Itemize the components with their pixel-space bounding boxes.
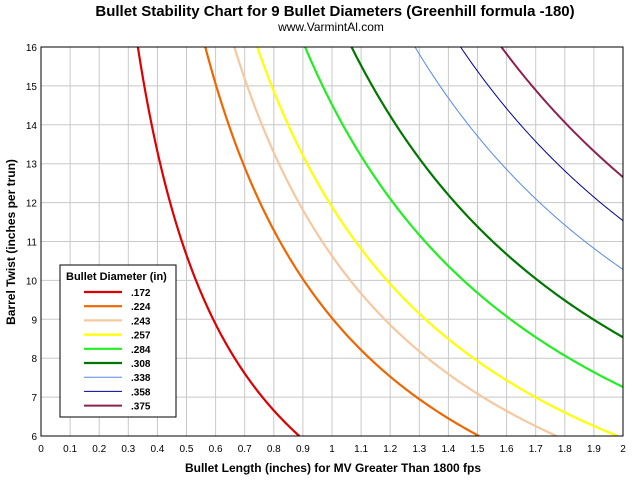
x-tick-label: 1.8 [558, 444, 572, 455]
series-line-308 [350, 47, 623, 339]
x-tick-label: 0.5 [180, 444, 194, 455]
y-tick-label: 12 [26, 199, 38, 210]
x-tick-label: 0.7 [238, 444, 252, 455]
plot-frame [40, 46, 624, 437]
x-tick-label: 1.1 [354, 444, 368, 455]
legend-label: .308 [131, 359, 151, 370]
x-tick-label: 1.5 [471, 444, 485, 455]
legend-label: .375 [131, 402, 151, 413]
legend-label: .172 [131, 288, 151, 299]
x-tick-label: 0.2 [92, 444, 106, 455]
x-tick-label: 1 [329, 444, 335, 455]
y-tick-label: 6 [31, 432, 37, 443]
x-tick-label: 2 [620, 444, 626, 455]
series-line-338 [414, 47, 623, 270]
legend-title: Bullet Diameter (in) [66, 271, 167, 283]
y-tick-label: 7 [31, 393, 37, 404]
legend: Bullet Diameter (in) .172 .224 .243 .257 .28… [59, 264, 177, 418]
grid [41, 47, 623, 436]
y-tick-label: 10 [26, 276, 38, 287]
chart-subtitle: www.VarmintAl.com [277, 20, 384, 34]
y-tick-label: 11 [27, 238, 38, 249]
legend-label: .243 [131, 316, 151, 327]
series-line-172 [136, 47, 301, 436]
x-tick-label: 1.3 [412, 444, 426, 455]
legend-label: .224 [131, 302, 151, 313]
x-tick-label: 1.6 [500, 444, 514, 455]
legend-label: .257 [131, 331, 151, 342]
x-tick-label: 1.7 [529, 444, 543, 455]
y-tick-label: 15 [26, 82, 38, 93]
x-tick-label: 1.9 [587, 444, 601, 455]
x-tick-label: 0.1 [63, 444, 77, 455]
x-tick-label: 1.4 [441, 444, 455, 455]
x-axis-title: Bullet Length (inches) for MV Greater Th… [185, 461, 481, 475]
x-tick-labels: 0 0.1 0.2 0.3 0.4 0.5 0.6 0.7 0.8 0.9 1 1.1 1.2 1.3 1.… [38, 444, 626, 455]
y-tick-label: 8 [31, 354, 37, 365]
series-line-358 [460, 47, 623, 222]
y-tick-label: 9 [31, 315, 37, 326]
x-tick-label: 0 [38, 444, 44, 455]
series-line-257 [256, 47, 619, 436]
chart-title: Bullet Stability Chart for 9 Bullet Diam… [95, 3, 574, 20]
y-tick-labels: 6 7 8 9 10 11 12 13 14 15 16 [26, 43, 38, 443]
y-axis-title: Barrel Twist (inches per trun) [4, 159, 18, 325]
legend-label: .338 [131, 373, 151, 384]
series-line-375 [500, 47, 623, 178]
y-tick-label: 16 [26, 43, 38, 54]
x-tick-label: 0.8 [267, 444, 281, 455]
y-tick-label: 13 [26, 160, 38, 171]
legend-items: .172 .224 .243 .257 .284 .308 .338 .358 .375 [84, 288, 151, 413]
series-line-224 [204, 47, 480, 436]
series-lines [136, 47, 623, 436]
legend-box [59, 264, 177, 418]
legend-label: .358 [131, 387, 151, 398]
x-tick-label: 0.4 [150, 444, 164, 455]
y-tick-label: 14 [26, 121, 38, 132]
x-tick-label: 0.6 [209, 444, 223, 455]
x-tick-label: 0.3 [121, 444, 135, 455]
x-tick-label: 1.2 [383, 444, 397, 455]
series-line-284 [304, 47, 623, 389]
x-tick-label: 0.9 [296, 444, 310, 455]
series-line-243 [233, 47, 557, 436]
legend-label: .284 [131, 345, 151, 356]
